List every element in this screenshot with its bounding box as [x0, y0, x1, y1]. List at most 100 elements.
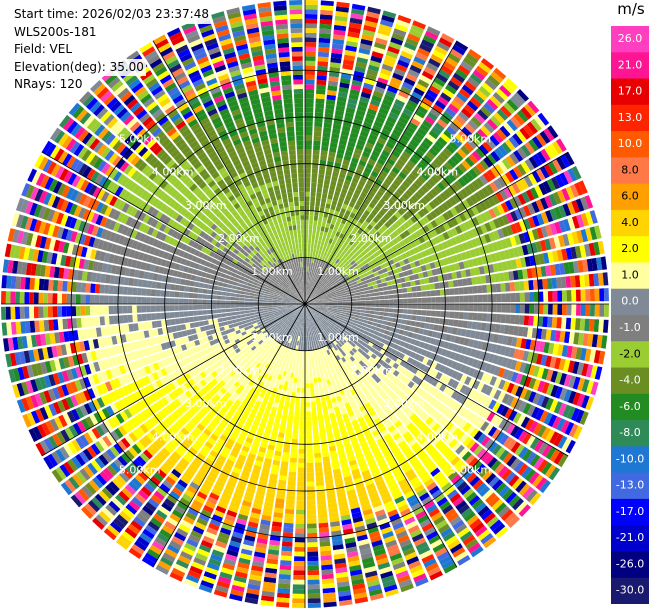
velocity-gate — [293, 420, 299, 426]
velocity-gate — [320, 326, 325, 332]
velocity-gate — [357, 105, 367, 113]
velocity-gate — [365, 453, 374, 461]
velocity-gate — [108, 500, 121, 513]
velocity-gate — [315, 93, 325, 100]
velocity-gate — [213, 484, 224, 492]
velocity-gate — [390, 487, 401, 496]
velocity-gate — [449, 140, 459, 151]
velocity-gate — [479, 159, 490, 171]
velocity-gate — [353, 587, 367, 595]
velocity-gate — [302, 364, 305, 370]
velocity-gate — [345, 421, 352, 429]
velocity-gate — [377, 319, 383, 324]
velocity-gate — [515, 480, 527, 493]
velocity-gate — [329, 185, 336, 191]
velocity-gate — [579, 244, 587, 258]
velocity-gate — [389, 327, 396, 333]
velocity-gate — [517, 349, 525, 361]
velocity-gate — [246, 417, 254, 424]
velocity-gate — [306, 331, 309, 337]
velocity-gate — [572, 361, 580, 375]
velocity-gate — [286, 326, 290, 332]
velocity-gate — [346, 145, 355, 153]
velocity-gate — [505, 212, 514, 224]
velocity-gate — [346, 271, 352, 276]
velocity-gate — [241, 544, 254, 551]
velocity-gate — [478, 144, 489, 156]
velocity-gate — [452, 118, 463, 129]
velocity-gate — [353, 286, 360, 291]
velocity-gate — [553, 206, 563, 220]
velocity-gate — [483, 156, 493, 168]
velocity-gate — [321, 442, 328, 448]
velocity-gate — [392, 343, 399, 350]
velocity-gate — [277, 374, 282, 380]
velocity-gate — [399, 240, 406, 247]
velocity-gate — [305, 93, 314, 99]
velocity-gate — [290, 448, 298, 454]
velocity-gate — [288, 323, 293, 328]
velocity-gate — [398, 478, 408, 487]
velocity-gate — [314, 117, 323, 123]
velocity-gate — [265, 340, 271, 346]
velocity-gate — [316, 285, 321, 290]
velocity-gate — [312, 149, 320, 155]
velocity-gate — [309, 301, 315, 303]
velocity-gate — [322, 217, 328, 223]
velocity-gate — [447, 411, 457, 421]
velocity-gate — [445, 398, 455, 408]
velocity-gate — [548, 161, 558, 175]
velocity-gate — [153, 426, 163, 436]
velocity-gate — [329, 511, 339, 518]
velocity-gate — [317, 414, 324, 421]
velocity-gate — [331, 293, 337, 297]
velocity-gate — [256, 489, 266, 497]
velocity-gate — [333, 351, 339, 357]
velocity-gate — [532, 279, 539, 290]
velocity-gate — [339, 82, 350, 89]
velocity-gate — [356, 57, 369, 64]
velocity-gate — [310, 262, 314, 268]
velocity-gate — [310, 187, 317, 193]
velocity-gate — [411, 502, 422, 512]
velocity-gate — [489, 364, 497, 375]
velocity-gate — [344, 276, 350, 281]
velocity-gate — [525, 189, 535, 201]
velocity-gate — [291, 319, 295, 324]
velocity-gate — [557, 189, 566, 203]
velocity-gate — [462, 436, 473, 447]
velocity-gate — [341, 323, 347, 327]
velocity-gate — [395, 199, 404, 208]
velocity-gate — [320, 545, 331, 552]
velocity-gate — [346, 40, 358, 48]
velocity-gate — [383, 330, 390, 336]
velocity-gate — [348, 186, 356, 193]
velocity-gate — [280, 394, 286, 401]
velocity-gate — [272, 426, 279, 433]
velocity-gate — [337, 283, 343, 287]
velocity-gate — [307, 514, 317, 520]
velocity-gate — [498, 379, 506, 390]
velocity-gate — [306, 495, 316, 501]
velocity-gate — [575, 318, 581, 331]
velocity-gate — [361, 387, 369, 394]
velocity-gate — [372, 125, 382, 133]
velocity-gate — [379, 170, 388, 178]
velocity-gate — [360, 91, 371, 99]
velocity-gate — [315, 312, 320, 317]
velocity-gate — [197, 548, 210, 558]
velocity-gate — [372, 334, 378, 340]
velocity-gate — [232, 467, 242, 475]
velocity-gate — [448, 196, 457, 206]
velocity-gate — [305, 392, 310, 398]
velocity-gate — [194, 402, 203, 410]
velocity-gate — [264, 394, 270, 401]
velocity-gate — [381, 149, 391, 158]
velocity-gate — [280, 465, 288, 472]
velocity-gate — [201, 444, 211, 454]
velocity-gate — [440, 92, 452, 103]
velocity-gate — [502, 452, 514, 464]
velocity-gate — [552, 343, 560, 356]
velocity-gate — [267, 353, 272, 359]
velocity-gate — [416, 334, 423, 341]
